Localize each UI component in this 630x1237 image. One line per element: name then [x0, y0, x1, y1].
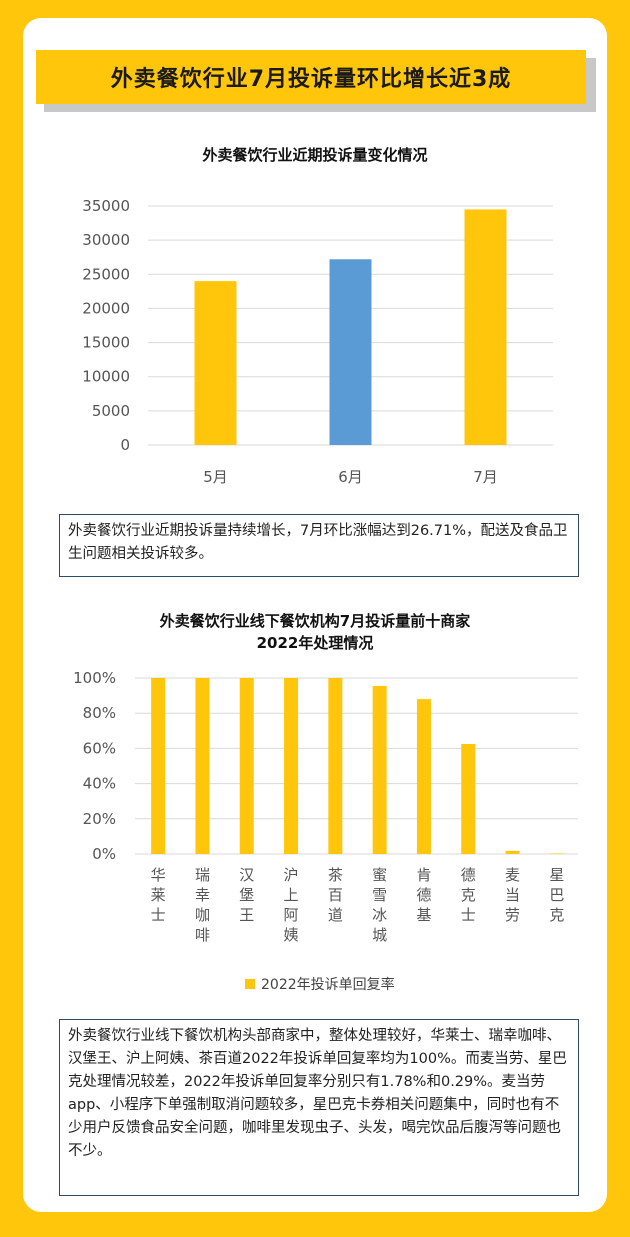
chart2-xtick-label: 蜜雪冰城: [372, 866, 387, 944]
chart2-bar: [239, 678, 254, 854]
chart2-bar: [284, 678, 299, 854]
chart1-ytick-label: 10000: [82, 368, 130, 386]
chart2-xtick-label: 麦当劳: [505, 866, 520, 924]
chart1-bar: [464, 209, 507, 445]
chart2-bar: [151, 678, 166, 854]
chart2-xtick-label: 瑞幸咖啡: [195, 866, 210, 944]
chart1-ytick-label: 25000: [82, 265, 130, 283]
note-monthly-trend: 外卖餐饮行业近期投诉量持续增长，7月环比涨幅达到26.71%，配送及食品卫生问题…: [59, 514, 579, 577]
chart2-title-line2: 2022年处理情况: [256, 634, 374, 652]
chart1-ytick-label: 15000: [82, 334, 130, 352]
note-merchant-analysis: 外卖餐饮行业线下餐饮机构头部商家中，整体处理较好，华莱士、瑞幸咖啡、汉堡王、沪上…: [59, 1019, 579, 1196]
chart1-ytick-label: 20000: [82, 299, 130, 317]
chart1-ytick-label: 35000: [82, 197, 130, 215]
chart2-title-line1: 外卖餐饮行业线下餐饮机构7月投诉量前十商家: [159, 612, 471, 630]
chart2-xtick-label: 肯德基: [416, 866, 431, 924]
chart2-ytick-label: 40%: [83, 775, 116, 793]
chart2-ytick-label: 20%: [83, 810, 116, 828]
legend-label: 2022年投诉单回复率: [261, 977, 395, 993]
chart2-ytick-label: 80%: [83, 704, 116, 722]
chart1-ytick-label: 5000: [92, 402, 130, 420]
chart2-ytick-label: 100%: [73, 669, 116, 687]
chart2-bar: [549, 853, 564, 854]
chart2-title: 外卖餐饮行业线下餐饮机构7月投诉量前十商家 2022年处理情况: [23, 610, 607, 654]
chart2-ytick-label: 0%: [92, 845, 116, 863]
chart1-bar-chart: 0 5000 10000 15000 20000 25000 30000 35000 5月 6月 7…: [82, 197, 553, 486]
chart2-xtick-label: 华莱士: [151, 866, 166, 924]
chart1-xtick-label: 5月: [203, 468, 228, 486]
chart1-bar: [194, 281, 237, 445]
chart2-bar: [461, 744, 476, 854]
chart2-legend: 2022年投诉单回复率: [245, 974, 395, 994]
chart1-bar: [329, 259, 372, 445]
chart1-xtick-label: 7月: [473, 468, 498, 486]
content-card: [23, 18, 607, 1212]
chart2-xtick-label: 德克士: [461, 866, 476, 924]
chart2-bar-chart: 0% 20% 40% 60% 80% 100% 华莱士 瑞幸咖啡 汉堡王 沪上阿姨 茶百道 蜜雪冰城 肯…: [73, 669, 578, 944]
chart1-xtick-label: 6月: [338, 468, 363, 486]
chart2-xtick-label: 星巴克: [549, 866, 564, 924]
chart1-ytick-label: 30000: [82, 231, 130, 249]
chart2-xtick-label: 茶百道: [328, 866, 343, 924]
chart2-bar: [505, 850, 520, 854]
chart2-bar: [328, 678, 343, 854]
chart1-title: 外卖餐饮行业近期投诉量变化情况: [202, 146, 428, 164]
chart2-ytick-label: 60%: [83, 739, 116, 757]
chart2-bar: [416, 699, 431, 854]
chart1-ytick-label: 0: [120, 436, 130, 454]
chart2-bar: [372, 685, 387, 854]
chart2-xtick-label: 汉堡王: [239, 866, 254, 924]
chart2-bar: [195, 678, 210, 854]
chart2-xtick-label: 沪上阿姨: [284, 866, 299, 944]
page-title: 外卖餐饮行业7月投诉量环比增长近3成: [36, 50, 586, 104]
legend-swatch: [245, 979, 255, 989]
